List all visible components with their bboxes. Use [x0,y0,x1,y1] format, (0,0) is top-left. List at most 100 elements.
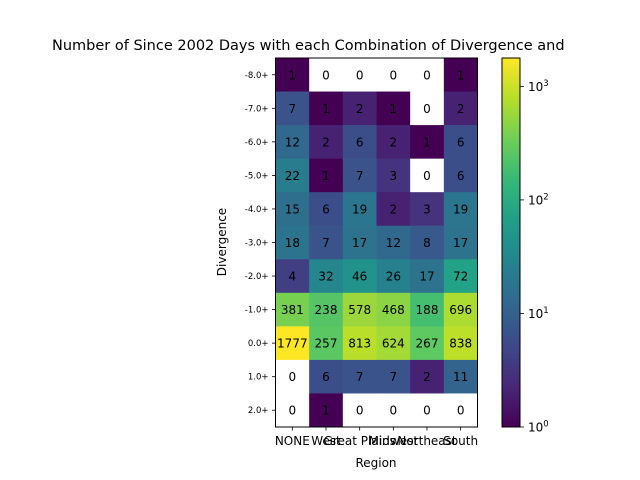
cell-value: 838 [449,337,472,351]
y-axis-label: Divergence [215,208,229,276]
cell-value: 1 [390,102,398,116]
heatmap-cell [443,125,478,160]
heatmap-cell [309,259,344,294]
cell-value: 46 [352,270,367,284]
cell-value: 2 [390,202,398,216]
cell-value: 381 [281,303,304,317]
cell-value: 238 [315,303,338,317]
cell-value: 7 [289,102,297,116]
colorbar: 100 101 102 103 [501,57,549,435]
heatmap-cell [342,259,377,294]
y-tick-label: -2.0+ [245,272,269,282]
heatmap-cell [275,359,310,394]
colorbar-frame [501,57,521,428]
cell-value: 3 [423,202,431,216]
heatmap-cell [275,326,310,361]
cell-value: 696 [449,303,472,317]
heatmap-cell [410,292,445,327]
heatmap-cell [443,158,478,193]
heatmap-cell [443,192,478,227]
heatmap-cell [342,292,377,327]
cell-value: 4 [289,270,297,284]
y-tick-label: 1.0+ [248,373,269,383]
cell-value: 267 [416,337,439,351]
heatmap-cell [443,58,478,92]
colorbar-ticks: 100 101 102 103 [520,79,549,435]
x-axis-label: Region [355,456,396,470]
cell-value: 17 [352,236,367,250]
cell-value: 18 [285,236,300,250]
cell-value: 0 [356,68,364,82]
heatmap-cell [443,225,478,260]
heatmap-cell [410,58,445,92]
cell-value: 468 [382,303,405,317]
cell-value: 6 [322,202,330,216]
heatmap-cell [410,393,445,428]
colorbar-gradient [502,58,520,427]
heatmap-cell [342,393,377,428]
cell-value: 0 [423,102,431,116]
colorbar-tick-label: 103 [528,79,549,94]
heatmap-cell [376,292,411,327]
heatmap-cell [309,292,344,327]
heatmap-cell [376,259,411,294]
cell-value: 8 [423,236,431,250]
heatmap-cell [376,326,411,361]
heatmap-cell [309,326,344,361]
heatmap-cell [275,292,310,327]
heatmap-cell [342,58,377,92]
cell-value: 2 [322,135,330,149]
heatmap-cell [410,125,445,160]
heatmap-cell [275,393,310,428]
x-tick-label: South [443,434,478,448]
x-tick-label: Great Plains [323,434,395,448]
cell-value: 1 [423,135,431,149]
heatmap-cell [275,192,310,227]
cell-value: 17 [453,236,468,250]
y-tick-label: -5.0+ [245,171,269,181]
y-tick-label: 0.0+ [248,339,269,349]
heatmap-cell [309,91,344,126]
x-tick-label: Northeast [397,434,457,448]
heatmap-cell [376,91,411,126]
heatmap-cell [309,225,344,260]
cell-value: 11 [453,370,468,384]
heatmap-cell [410,259,445,294]
heatmap-cell [342,225,377,260]
y-tick-label: -3.0+ [245,239,269,249]
cell-value: 624 [382,337,405,351]
cell-value: 0 [423,404,431,418]
cell-value: 2 [390,135,398,149]
cell-value: 6 [356,135,364,149]
cell-value: 2 [423,370,431,384]
cell-value: 0 [356,404,364,418]
cell-value: 0 [289,404,297,418]
heatmap-cell [309,158,344,193]
colorbar-tick-label: 102 [528,192,549,207]
heatmap-cell [309,359,344,394]
heatmap-cell [275,225,310,260]
cell-value: 0 [457,404,465,418]
cell-value: 0 [289,370,297,384]
y-axis: -8.0+ -7.0+ -6.0+ -5.0+ -4.0+ -3.0+ -2.0+ -1.0+… [245,71,276,416]
heatmap-cell [275,158,310,193]
heatmap-cell [342,158,377,193]
cell-value: 7 [356,370,364,384]
cell-value: 15 [285,202,300,216]
heatmap-cell [410,192,445,227]
heatmap-cell [443,91,478,126]
heatmap-cell [342,359,377,394]
chart-title: Number of Since 2002 Days with each Comb… [52,38,565,54]
cell-value: 12 [285,135,300,149]
cell-value: 72 [453,270,468,284]
heatmap-cell [275,125,310,160]
cell-value: 17 [419,270,434,284]
cell-value: 7 [390,370,398,384]
x-tick-label: NONE [275,434,310,448]
cell-value: 6 [457,169,465,183]
cell-value: 578 [348,303,371,317]
heatmap-cell [443,259,478,294]
